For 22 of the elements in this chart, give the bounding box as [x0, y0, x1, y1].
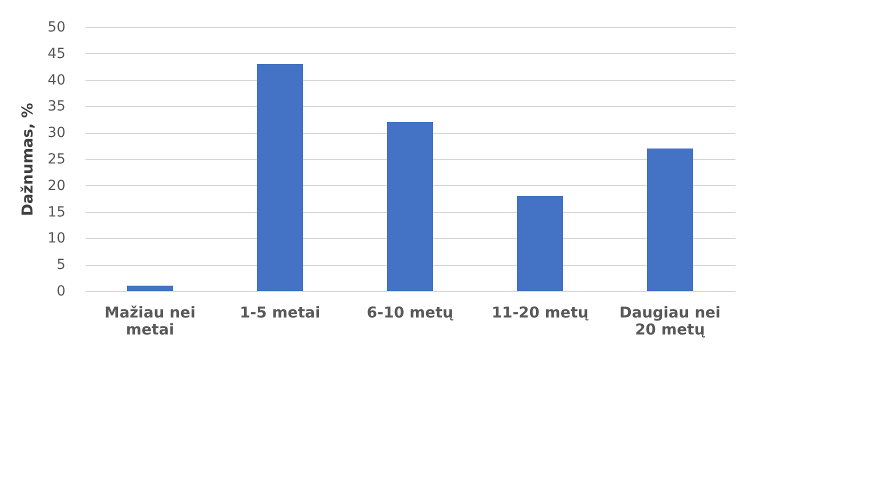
y-tick-label: 15	[48, 204, 66, 220]
y-tick-label: 30	[48, 125, 66, 142]
y-tick-label: 0	[56, 284, 66, 300]
y-tick-label: 10	[48, 230, 66, 247]
x-tick-label: 6-10 metų	[366, 304, 454, 322]
y-tick-label: 45	[48, 46, 66, 62]
bar	[127, 286, 173, 291]
y-tick-label: 20	[48, 178, 66, 194]
bar	[387, 122, 433, 291]
bar	[517, 196, 563, 291]
y-tick-label: 40	[48, 72, 66, 88]
y-tick-label: 5	[56, 257, 66, 274]
x-tick-label: 11-20 metų	[492, 304, 589, 322]
y-tick-label: 50	[48, 20, 66, 36]
x-tick-label: Daugiau nei 20 metų	[619, 304, 721, 338]
y-axis-title: Dažnumas, %	[18, 102, 37, 216]
bar	[647, 148, 693, 291]
x-tick-label: 1-5 metai	[240, 304, 320, 322]
y-tick-label: 35	[48, 98, 66, 115]
bar	[257, 64, 303, 291]
x-tick-label: Mažiau nei metai	[104, 304, 196, 338]
y-tick-label: 25	[48, 152, 66, 168]
